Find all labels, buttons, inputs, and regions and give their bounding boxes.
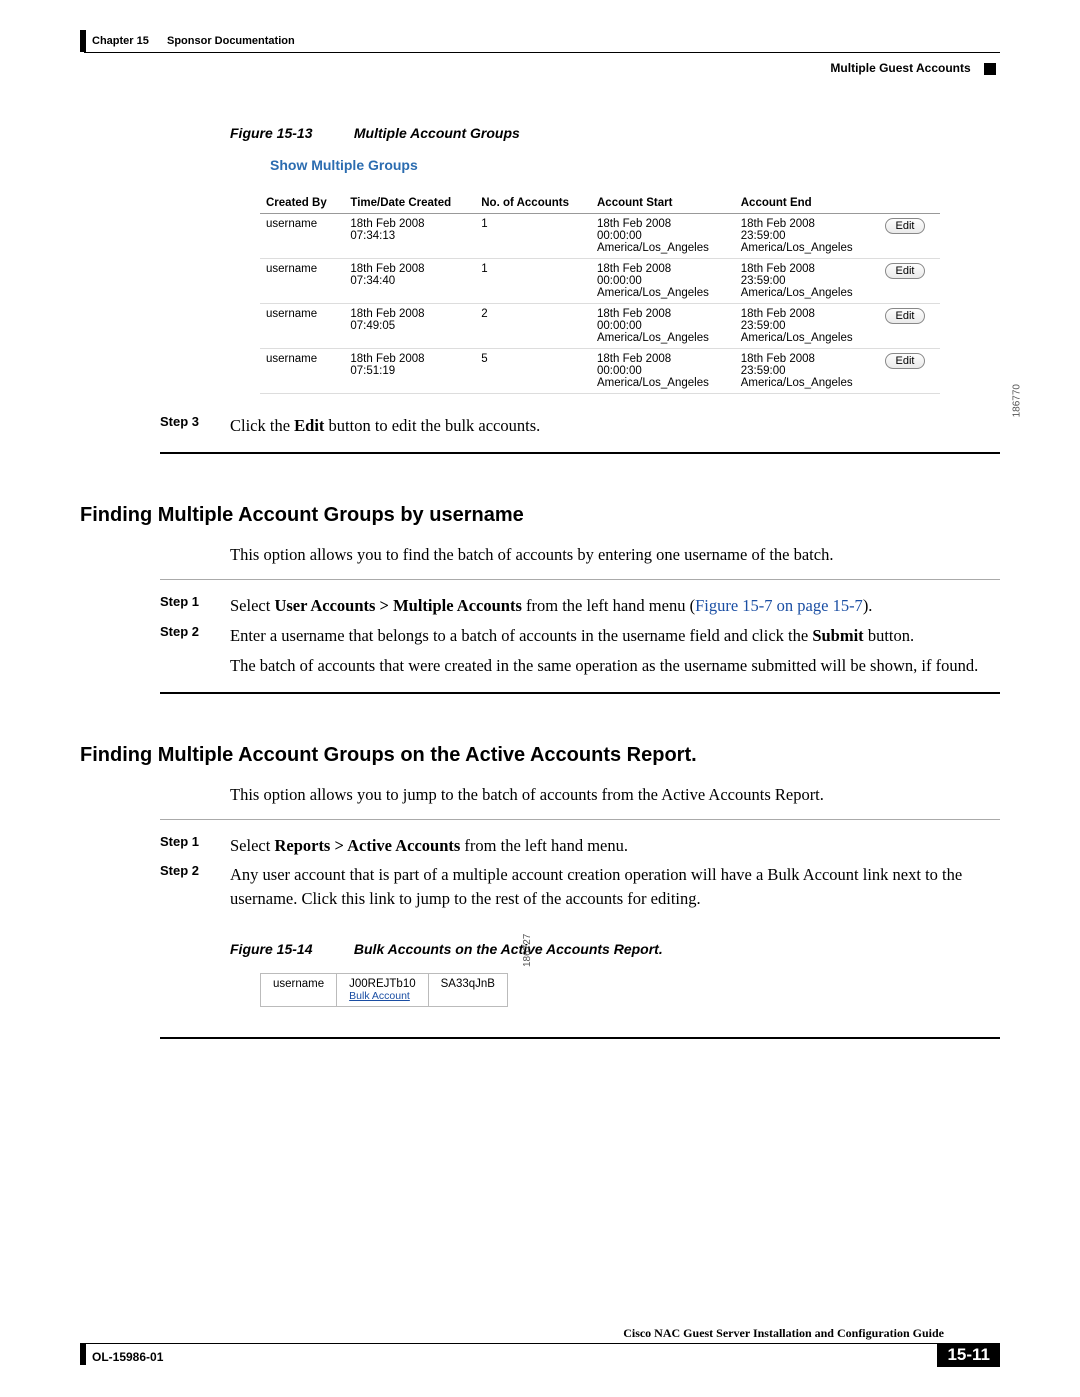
table-header: [879, 193, 941, 214]
header-accent-bar: [80, 30, 86, 52]
show-multiple-groups-link[interactable]: Show Multiple Groups: [270, 157, 1000, 173]
s1-step2-text: Enter a username that belongs to a batch…: [230, 624, 914, 648]
table-cell: username: [260, 259, 344, 304]
table-header: Created By: [260, 193, 344, 214]
figure-14-id: 186727: [522, 934, 533, 967]
table-cell: 18th Feb 200807:34:40: [344, 259, 475, 304]
section2-intro: This option allows you to jump to the ba…: [230, 783, 1000, 807]
s2-step2-text: Any user account that is part of a multi…: [230, 863, 1000, 911]
table-cell: 18th Feb 200807:34:13: [344, 214, 475, 259]
s1-step1-label: Step 1: [160, 594, 230, 618]
figure-15-7-link[interactable]: Figure 15-7 on page 15-7: [695, 596, 863, 615]
footer-doc-id: OL-15986-01: [92, 1350, 163, 1364]
table-row: username18th Feb 200807:51:19518th Feb 2…: [260, 349, 940, 394]
table-cell: 18th Feb 200823:59:00America/Los_Angeles: [735, 304, 879, 349]
footer-accent-bar: [80, 1343, 86, 1365]
s2-step1-label: Step 1: [160, 834, 230, 858]
footer-doc-title: Cisco NAC Guest Server Installation and …: [80, 1326, 944, 1341]
table-row: username18th Feb 200807:34:13118th Feb 2…: [260, 214, 940, 259]
table-header: No. of Accounts: [475, 193, 591, 214]
table-cell: 18th Feb 200807:51:19: [344, 349, 475, 394]
table-header: Account Start: [591, 193, 735, 214]
s1-step1-text: Select User Accounts > Multiple Accounts…: [230, 594, 872, 618]
section-label: Multiple Guest Accounts: [830, 61, 970, 75]
edit-button[interactable]: Edit: [885, 308, 926, 324]
s2-step2-label: Step 2: [160, 863, 230, 911]
table-cell: 5: [475, 349, 591, 394]
section-finding-by-username: Finding Multiple Account Groups by usern…: [80, 504, 1000, 527]
edit-button[interactable]: Edit: [885, 353, 926, 369]
table-cell: 18th Feb 200807:49:05: [344, 304, 475, 349]
table-cell: 2: [475, 304, 591, 349]
table-cell: 18th Feb 200800:00:00America/Los_Angeles: [591, 214, 735, 259]
table-cell: 18th Feb 200823:59:00America/Los_Angeles: [735, 214, 879, 259]
table-cell: username: [260, 304, 344, 349]
mini-c3: SA33qJnB: [428, 974, 507, 1007]
mini-c1: username: [261, 974, 337, 1007]
bulk-account-link[interactable]: Bulk Account: [349, 990, 415, 1002]
step-3-label: Step 3: [160, 414, 230, 438]
account-groups-table: Created ByTime/Date CreatedNo. of Accoun…: [260, 193, 940, 394]
header-square: [984, 63, 996, 75]
table-cell: username: [260, 214, 344, 259]
chapter-label: Chapter 15: [92, 35, 149, 47]
table-cell: 18th Feb 200800:00:00America/Los_Angeles: [591, 304, 735, 349]
bulk-accounts-table: username J00REJTb10 Bulk Account SA33qJn…: [260, 973, 508, 1007]
figure-13-caption: Figure 15-13 Multiple Account Groups: [230, 125, 1000, 141]
table-cell: 18th Feb 200823:59:00America/Los_Angeles: [735, 259, 879, 304]
s2-step1-text: Select Reports > Active Accounts from th…: [230, 834, 628, 858]
edit-button[interactable]: Edit: [885, 263, 926, 279]
figure-13-id: 186770: [1011, 384, 1022, 417]
section1-intro: This option allows you to find the batch…: [230, 543, 1000, 567]
table-cell: 18th Feb 200823:59:00America/Los_Angeles: [735, 349, 879, 394]
figure-14-caption: Figure 15-14 Bulk Accounts on the Active…: [230, 941, 1000, 957]
s1-note: The batch of accounts that were created …: [230, 654, 978, 678]
s1-step2-label: Step 2: [160, 624, 230, 648]
page-header: Chapter 15 Sponsor Documentation Multipl…: [80, 30, 1000, 75]
table-row: username18th Feb 200807:34:40118th Feb 2…: [260, 259, 940, 304]
mini-c2: J00REJTb10 Bulk Account: [337, 974, 428, 1007]
table-header: Account End: [735, 193, 879, 214]
page-number: 15-11: [937, 1343, 1000, 1367]
chapter-title: Sponsor Documentation: [167, 35, 295, 47]
edit-button[interactable]: Edit: [885, 218, 926, 234]
section-finding-on-report: Finding Multiple Account Groups on the A…: [80, 744, 1000, 767]
step-3-text: Click the Edit button to edit the bulk a…: [230, 414, 540, 438]
table-cell: username: [260, 349, 344, 394]
table-header: Time/Date Created: [344, 193, 475, 214]
table-row: username18th Feb 200807:49:05218th Feb 2…: [260, 304, 940, 349]
table-cell: 18th Feb 200800:00:00America/Los_Angeles: [591, 259, 735, 304]
table-cell: 1: [475, 214, 591, 259]
page-footer: Cisco NAC Guest Server Installation and …: [80, 1326, 1000, 1367]
rule: [160, 452, 1000, 454]
table-cell: 18th Feb 200800:00:00America/Los_Angeles: [591, 349, 735, 394]
table-cell: 1: [475, 259, 591, 304]
